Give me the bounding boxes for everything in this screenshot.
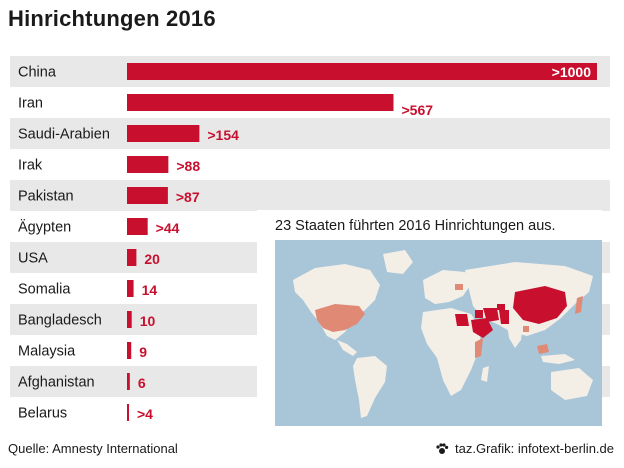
category-label: Iran: [18, 96, 43, 112]
chart-title: Hinrichtungen 2016: [8, 6, 216, 31]
map-land-south-america: [353, 356, 387, 418]
category-label: Irak: [18, 158, 43, 174]
map-land-europe: [423, 270, 471, 304]
map-country-china: [513, 286, 567, 324]
bar: [127, 63, 597, 80]
category-label: Belarus: [18, 406, 67, 422]
bar: [127, 156, 169, 173]
bar: [127, 342, 132, 359]
value-label: >4: [137, 406, 153, 422]
map-land-australia: [551, 368, 593, 400]
bar: [127, 125, 200, 142]
world-map-panel: 23 Staaten führten 2016 Hinrichtungen au…: [257, 210, 602, 428]
value-label: >88: [176, 158, 200, 174]
value-label: >87: [176, 189, 200, 205]
map-country-somalia: [475, 338, 483, 358]
source-note: Quelle: Amnesty International: [8, 441, 178, 456]
bar: [127, 373, 130, 390]
map-land-india: [507, 324, 523, 348]
category-label: Afghanistan: [18, 375, 95, 391]
map-country-egypt: [455, 314, 469, 326]
category-label: Malaysia: [18, 344, 76, 360]
value-label: 10: [140, 313, 156, 329]
credit-text: taz.Grafik: infotext-berlin.de: [455, 441, 614, 456]
category-label: USA: [18, 251, 48, 267]
bar: [127, 311, 132, 328]
world-map: [275, 240, 602, 426]
value-label: 14: [142, 282, 158, 298]
row-stripe: [10, 118, 610, 149]
map-land-madagascar: [481, 366, 489, 382]
bar: [127, 280, 134, 297]
value-label: >154: [207, 127, 239, 143]
map-land-north-america: [293, 264, 380, 340]
map-country-bangladesh: [523, 326, 529, 332]
map-country-pakistan: [499, 310, 509, 324]
map-country-malaysia: [537, 344, 549, 354]
map-country-afghanistan: [497, 304, 505, 310]
bar: [127, 404, 129, 421]
category-label: Bangladesch: [18, 313, 102, 329]
bar: [127, 187, 168, 204]
map-land-greenland: [383, 250, 413, 274]
map-land-central-america: [337, 340, 357, 356]
map-country-usa: [315, 304, 365, 332]
value-label: >1000: [552, 64, 592, 80]
category-label: Somalia: [18, 282, 71, 298]
paw-icon: [436, 442, 449, 454]
row-stripe: [10, 180, 610, 211]
map-land-japan: [575, 296, 583, 314]
category-label: Ägypten: [18, 219, 71, 236]
category-label: Pakistan: [18, 189, 74, 205]
map-country-saudi-arabia: [471, 318, 493, 338]
value-label: >44: [156, 220, 180, 236]
bar: [127, 249, 137, 266]
map-country-iran: [483, 308, 499, 322]
value-label: 6: [138, 375, 146, 391]
value-label: >567: [401, 102, 433, 118]
credit-note: taz.Grafik: infotext-berlin.de: [435, 441, 614, 456]
map-country-iraq: [475, 310, 483, 318]
map-land-africa: [421, 308, 481, 396]
map-country-belarus: [455, 284, 463, 290]
bar: [127, 94, 394, 111]
value-label: 9: [139, 344, 147, 360]
value-label: 20: [144, 251, 160, 267]
bar: [127, 218, 148, 235]
map-caption: 23 Staaten führten 2016 Hinrichtungen au…: [275, 218, 556, 234]
category-label: China: [18, 65, 57, 81]
map-land-indonesia: [541, 354, 575, 364]
category-label: Saudi-Arabien: [18, 127, 110, 143]
